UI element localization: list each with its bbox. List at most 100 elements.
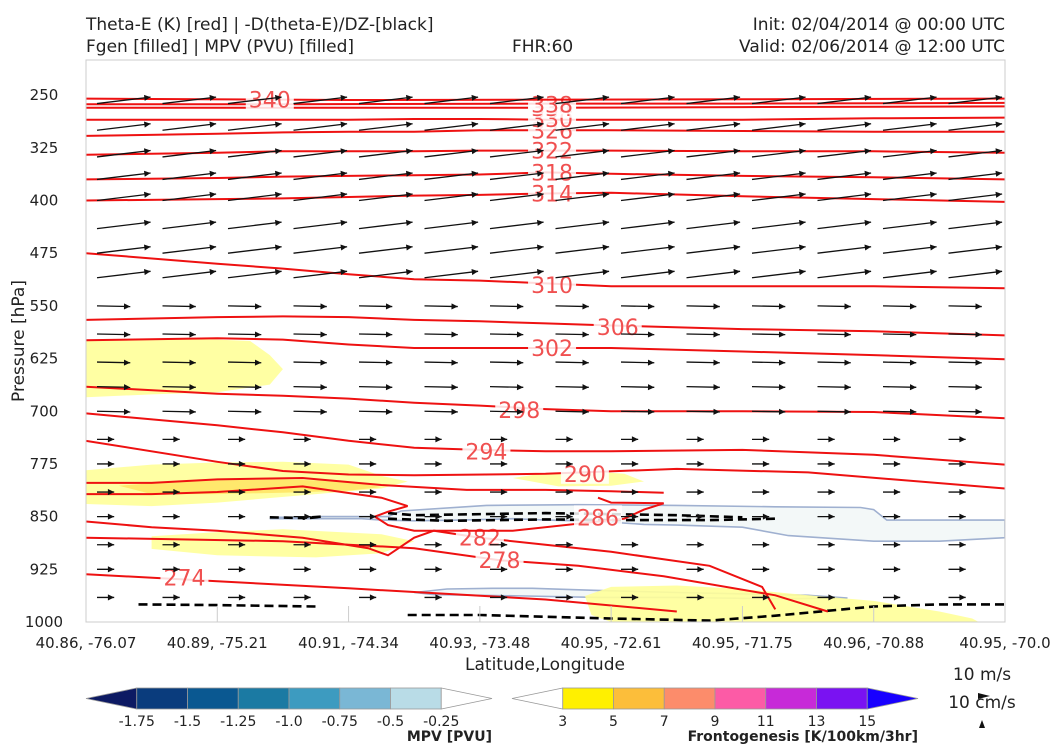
fgen-colorbar-tick: 5 (609, 714, 618, 730)
x-tick-label: 40.95, -70.0 (959, 634, 1050, 652)
wind-arrow-head (631, 566, 639, 573)
fgen-colorbar-swatch (511, 687, 564, 710)
wind-arrow-head (123, 359, 131, 366)
wind-arrow-head (602, 170, 610, 177)
wind-arrow-head (143, 191, 151, 198)
wind-arrow-head (631, 513, 639, 520)
wind-arrow-head (798, 191, 806, 198)
wind-arrow-head (647, 303, 655, 310)
wind-arrow (1014, 222, 1050, 228)
wind-arrow-head (340, 244, 348, 251)
fgen-colorbar-tick: 13 (808, 714, 826, 730)
wind-arrow-head (435, 460, 442, 467)
wind-arrow-head (762, 436, 770, 443)
wind-arrow-head (516, 359, 524, 366)
wind-arrow-head (566, 594, 573, 601)
wind-arrow-head (697, 566, 704, 573)
wind-arrow-head (995, 244, 1003, 251)
wind-arrow-head (173, 460, 180, 467)
chart-title-line2: Fgen [filled] | MPV (PVU) [filled] (86, 37, 355, 57)
theta-e-label-310: 310 (531, 274, 573, 299)
wind-arrow-head (1025, 594, 1031, 600)
wind-arrow (227, 96, 282, 105)
theta-e-contour-306 (86, 315, 1005, 337)
wind-arrow-head (929, 244, 937, 251)
wind-arrow-head (909, 303, 917, 310)
wind-arrow-head (107, 541, 115, 548)
y-axis-label: Pressure [hPa] (9, 280, 29, 402)
wind-arrow-head (798, 244, 806, 251)
fgen-region-5 (584, 585, 979, 622)
wind-arrow-head (405, 219, 413, 226)
theta-e-label-290: 290 (564, 463, 606, 488)
wind-arrow-head (304, 594, 311, 601)
wind-arrow (751, 193, 806, 202)
wind-arrow-head (975, 303, 982, 310)
wind-arrow-head (209, 170, 217, 177)
x-tick-label: 40.91, -74.34 (298, 634, 399, 652)
wind-arrow-head (385, 359, 393, 366)
theta-e-contour-294 (86, 412, 1005, 466)
wind-arrow-head (844, 384, 851, 391)
wind-arrow-head (602, 121, 610, 128)
reference-vector-label-cms: 10 cm/s (948, 693, 1016, 713)
wind-arrow-head (959, 513, 966, 520)
wind-arrow-head (762, 541, 770, 548)
wind-arrow-head (828, 436, 835, 443)
wind-arrow-head (107, 460, 115, 467)
wind-arrow-head (123, 303, 131, 310)
wind-arrow-head (697, 541, 704, 548)
wind-arrow-head (975, 384, 982, 391)
forecast-hour: FHR:60 (512, 37, 574, 57)
wind-arrow (489, 123, 544, 131)
wind-arrow-head (798, 219, 806, 226)
theta-e-contour-322 (86, 149, 1005, 156)
wind-arrow (293, 172, 348, 181)
wind-arrow-head (405, 244, 413, 251)
wind-arrow (162, 246, 217, 254)
wind-arrow-head (238, 436, 246, 443)
wind-arrow-head (304, 488, 311, 496)
wind-arrow (293, 270, 348, 279)
wind-arrow-head (304, 460, 311, 467)
theta-e-label-278: 278 (479, 549, 521, 574)
wind-arrow-head (254, 408, 262, 415)
wind-arrow-head (304, 436, 311, 443)
wind-arrow (293, 123, 348, 131)
wind-arrow (293, 221, 348, 230)
wind-arrow (424, 123, 479, 131)
wind-arrow-head (778, 303, 786, 310)
wind-arrow-head (733, 219, 741, 226)
wind-arrow (620, 221, 675, 230)
wind-arrow (751, 96, 806, 105)
wind-arrow-head (667, 94, 675, 101)
wind-arrow-head (274, 191, 282, 198)
wind-arrow-head (405, 170, 413, 177)
wind-arrow (162, 149, 217, 158)
wind-arrow-head (582, 303, 589, 310)
wind-arrow-head (500, 566, 508, 573)
wind-arrow-head (274, 269, 282, 276)
wind-arrow-head (471, 148, 479, 155)
wind-arrow (489, 96, 544, 105)
mpv-colorbar-swatch (136, 687, 188, 710)
mpv-colorbar-swatch (440, 687, 493, 710)
wind-arrow-head (995, 219, 1003, 226)
theta-e-contour-4 (86, 485, 409, 508)
fgen-colorbar-swatch (765, 687, 817, 710)
theta-e-contour-286 (372, 496, 665, 532)
wind-arrow-head (516, 408, 524, 415)
wind-arrow-head (107, 436, 115, 443)
fgen-region-0 (86, 338, 283, 398)
wind-arrow (489, 172, 544, 181)
wind-arrow-head (471, 170, 479, 177)
wind-arrow-head (582, 408, 589, 415)
wind-arrow-head (667, 148, 675, 155)
wind-arrow (1014, 306, 1047, 307)
wind-arrow (555, 149, 610, 158)
wind-arrow-head (471, 269, 479, 276)
wind-arrow-head (173, 488, 180, 496)
wind-arrow-head (143, 148, 151, 155)
wind-arrow-head (173, 513, 180, 520)
wind-arrow-head (274, 94, 282, 101)
